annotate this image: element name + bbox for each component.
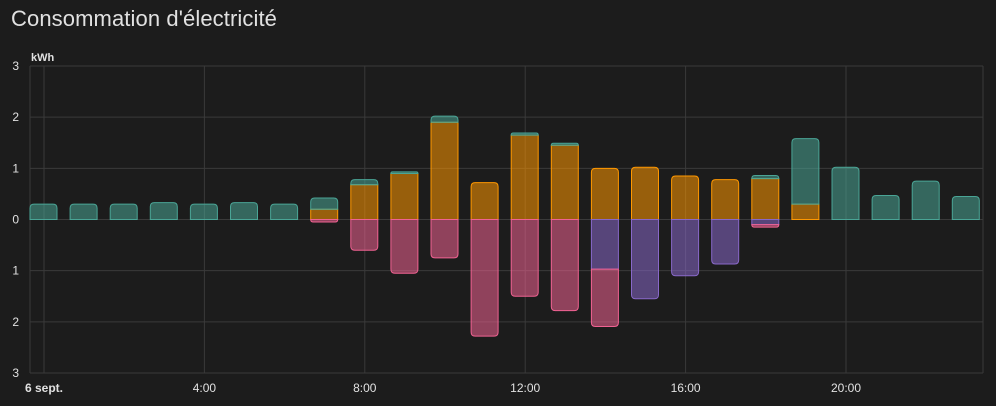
bar-solar xyxy=(791,203,820,220)
bar-solar xyxy=(390,172,419,220)
bar-solar xyxy=(550,144,579,220)
bar-grid-consumption xyxy=(791,138,820,205)
x-tick-label: 20:00 xyxy=(831,381,861,395)
bar-grid-return xyxy=(751,224,780,228)
bar-grid-return xyxy=(590,268,619,327)
x-tick-label: 4:00 xyxy=(193,381,217,395)
bar-solar xyxy=(350,184,379,220)
y-tick-label: 3 xyxy=(12,59,19,73)
bar-grid-return xyxy=(350,219,379,251)
bar-solar xyxy=(671,175,700,220)
bar-solar xyxy=(310,208,339,220)
label-layer: 3 2 1 0 1 2 3 6 sept. 4:00 8:00 12:00 16:00 20:00 kWh xyxy=(12,52,861,395)
bar-grid-return xyxy=(390,219,419,274)
bar-grid-consumption xyxy=(149,202,178,220)
bar-solar xyxy=(631,166,659,220)
bar-solar xyxy=(510,134,539,220)
bar-grid-consumption xyxy=(390,171,419,174)
bar-solar xyxy=(711,179,740,220)
y-tick-label: 1 xyxy=(12,161,19,175)
bar-grid-consumption xyxy=(230,202,258,220)
bar-grid-consumption xyxy=(550,142,579,146)
bar-solar xyxy=(470,182,499,220)
bar-grid-consumption xyxy=(189,203,218,220)
bar-solar xyxy=(430,121,459,220)
y-tick-label: 1 xyxy=(12,264,19,278)
x-tick-label: 12:00 xyxy=(510,381,540,395)
bar-battery xyxy=(631,219,659,300)
card-title: Consommation d'électricité xyxy=(11,6,278,31)
x-tick-label: 8:00 xyxy=(353,381,377,395)
bar-solar xyxy=(590,167,619,220)
bar-grid-consumption xyxy=(871,194,900,220)
bar-grid-consumption xyxy=(69,203,98,220)
bar-grid-consumption xyxy=(911,180,940,220)
bar-grid-consumption xyxy=(831,166,860,220)
y-tick-label: 2 xyxy=(12,110,19,124)
x-tick-label: 6 sept. xyxy=(25,381,63,395)
bar-battery xyxy=(711,219,740,265)
x-tick-label: 16:00 xyxy=(671,381,701,395)
y-unit-label: kWh xyxy=(31,52,55,64)
bar-grid-consumption xyxy=(109,203,138,220)
bar-grid-consumption xyxy=(430,115,459,123)
bar-grid-consumption xyxy=(270,203,299,220)
bar-grid-consumption xyxy=(29,203,58,220)
bar-grid-return xyxy=(470,219,499,337)
bar-grid-return xyxy=(430,219,459,259)
bar-grid-consumption xyxy=(951,195,980,220)
bar-battery xyxy=(751,219,780,226)
bar-grid-consumption xyxy=(751,174,780,180)
bar-battery xyxy=(671,219,700,277)
bar-grid-return xyxy=(550,219,579,312)
bar-grid-consumption xyxy=(510,132,539,136)
bar-grid-return xyxy=(510,219,539,297)
y-tick-label: 3 xyxy=(12,366,19,380)
bar-battery xyxy=(590,219,619,270)
bar-grid-consumption xyxy=(350,179,379,186)
bar-grid-return xyxy=(310,219,339,223)
bar-layer xyxy=(29,115,980,337)
bar-grid-consumption xyxy=(310,197,339,210)
y-tick-label: 2 xyxy=(12,315,19,329)
bar-solar xyxy=(751,178,780,220)
y-tick-label: 0 xyxy=(12,213,19,227)
